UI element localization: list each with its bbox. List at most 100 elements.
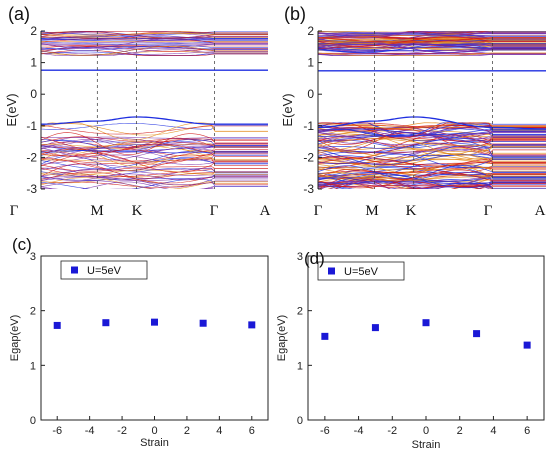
y-tick-label: 2 [297, 306, 303, 318]
valence-band [41, 150, 268, 154]
band-lines [318, 26, 546, 201]
valence-band [318, 128, 546, 135]
valence-band [318, 165, 546, 171]
conduction-band [407, 31, 491, 34]
valence-band [41, 168, 268, 188]
valence-band [41, 147, 268, 163]
x-tick-label: -2 [387, 425, 397, 437]
valence-band [318, 137, 546, 156]
legend-marker [71, 266, 78, 274]
kpoint-label: K [132, 203, 143, 219]
valence-band [41, 132, 268, 155]
valence-band [41, 163, 268, 172]
valence-band [41, 122, 268, 141]
y-tick-label: -1 [303, 119, 314, 133]
panel-label: (b) [284, 4, 306, 24]
kpoint-label: A [535, 203, 546, 219]
valence-band [41, 143, 268, 158]
x-tick-label: -6 [320, 425, 330, 437]
valence-band [318, 162, 546, 174]
y-axis-label: E(eV) [4, 93, 19, 126]
valence-band [318, 129, 546, 142]
x-tick-label: 0 [423, 425, 429, 437]
x-tick-label: -2 [117, 425, 127, 437]
valence-band [41, 158, 268, 170]
y-tick-label: 1 [30, 360, 36, 372]
data-point [473, 330, 481, 338]
panel-label: (d) [304, 249, 325, 268]
y-axis-label: Egap(eV) [276, 315, 288, 361]
y-tick-label: 2 [30, 24, 37, 38]
data-point [422, 319, 430, 327]
x-tick-label: 0 [151, 425, 157, 437]
valence-band [318, 180, 493, 189]
valence-band [41, 157, 268, 171]
valence-band [41, 123, 268, 130]
legend-marker [328, 267, 335, 275]
y-tick-label: 0 [297, 415, 303, 427]
conduction-band [41, 44, 268, 51]
conduction-band [41, 38, 268, 41]
valence-band [318, 138, 546, 149]
panel-label: (a) [8, 4, 30, 24]
data-point [321, 332, 329, 340]
valence-band [318, 133, 546, 141]
valence-band [318, 192, 546, 201]
valence-band [41, 176, 268, 181]
valence-band [318, 145, 546, 166]
valence-band [318, 126, 546, 139]
valence-band [318, 172, 546, 187]
y-tick-label: 3 [30, 251, 36, 263]
y-tick-label: 0 [307, 87, 314, 101]
band-lines [41, 31, 268, 189]
legend-box [60, 260, 148, 280]
conduction-band [318, 36, 546, 47]
y-tick-label: 2 [307, 24, 314, 38]
valence-band [318, 122, 546, 137]
valence-band [41, 173, 268, 181]
conduction-band [318, 26, 546, 29]
legend-label: U=5eV [344, 266, 379, 278]
valence-band [318, 172, 546, 189]
valence-band [318, 182, 546, 189]
y-tick-label: 3 [297, 251, 303, 263]
y-tick-label: 1 [297, 360, 303, 372]
y-tick-label: 2 [30, 306, 36, 318]
conduction-band [41, 50, 268, 56]
conduction-band [41, 33, 268, 36]
x-tick-label: 4 [490, 425, 496, 437]
y-tick-label: -3 [303, 182, 314, 196]
valence-band [318, 182, 491, 189]
conduction-band [318, 31, 546, 33]
y-tick-label: 1 [30, 56, 37, 70]
band-panel-1: -3 -2 -1 0 1 2 E(eV) (b) Γ M K Γ A [280, 4, 546, 219]
valence-band [318, 157, 546, 167]
kpoint-label: Γ [210, 203, 219, 219]
scatter-panel-0: 0 1 2 3 -6 -4 -2 0 2 4 6 Strain Egap(eV) U=5eV (c) [9, 235, 269, 449]
data-point [102, 319, 110, 327]
valence-band [318, 165, 546, 179]
y-axis-label: Egap(eV) [9, 315, 21, 361]
plot-frame [40, 255, 269, 421]
valence-band [318, 139, 546, 149]
band-panel-0: -3 -2 -1 0 1 2 E(eV) (a) Γ M K Γ A [4, 4, 271, 219]
conduction-band [318, 43, 546, 46]
conduction-band [318, 49, 546, 52]
valence-band [318, 138, 546, 148]
x-axis-label: Strain [412, 439, 441, 451]
valence-band [411, 185, 486, 189]
valence-band [318, 145, 546, 153]
valence-band [318, 151, 546, 158]
conduction-band [41, 38, 268, 42]
valence-band [41, 149, 268, 162]
valence-band [318, 153, 546, 168]
valence-band [318, 158, 546, 161]
x-tick-label: 2 [184, 425, 190, 437]
data-point [371, 324, 379, 332]
data-point [151, 318, 158, 326]
conduction-band [41, 51, 268, 55]
kpoint-label: M [90, 203, 103, 219]
valence-band [41, 178, 268, 186]
